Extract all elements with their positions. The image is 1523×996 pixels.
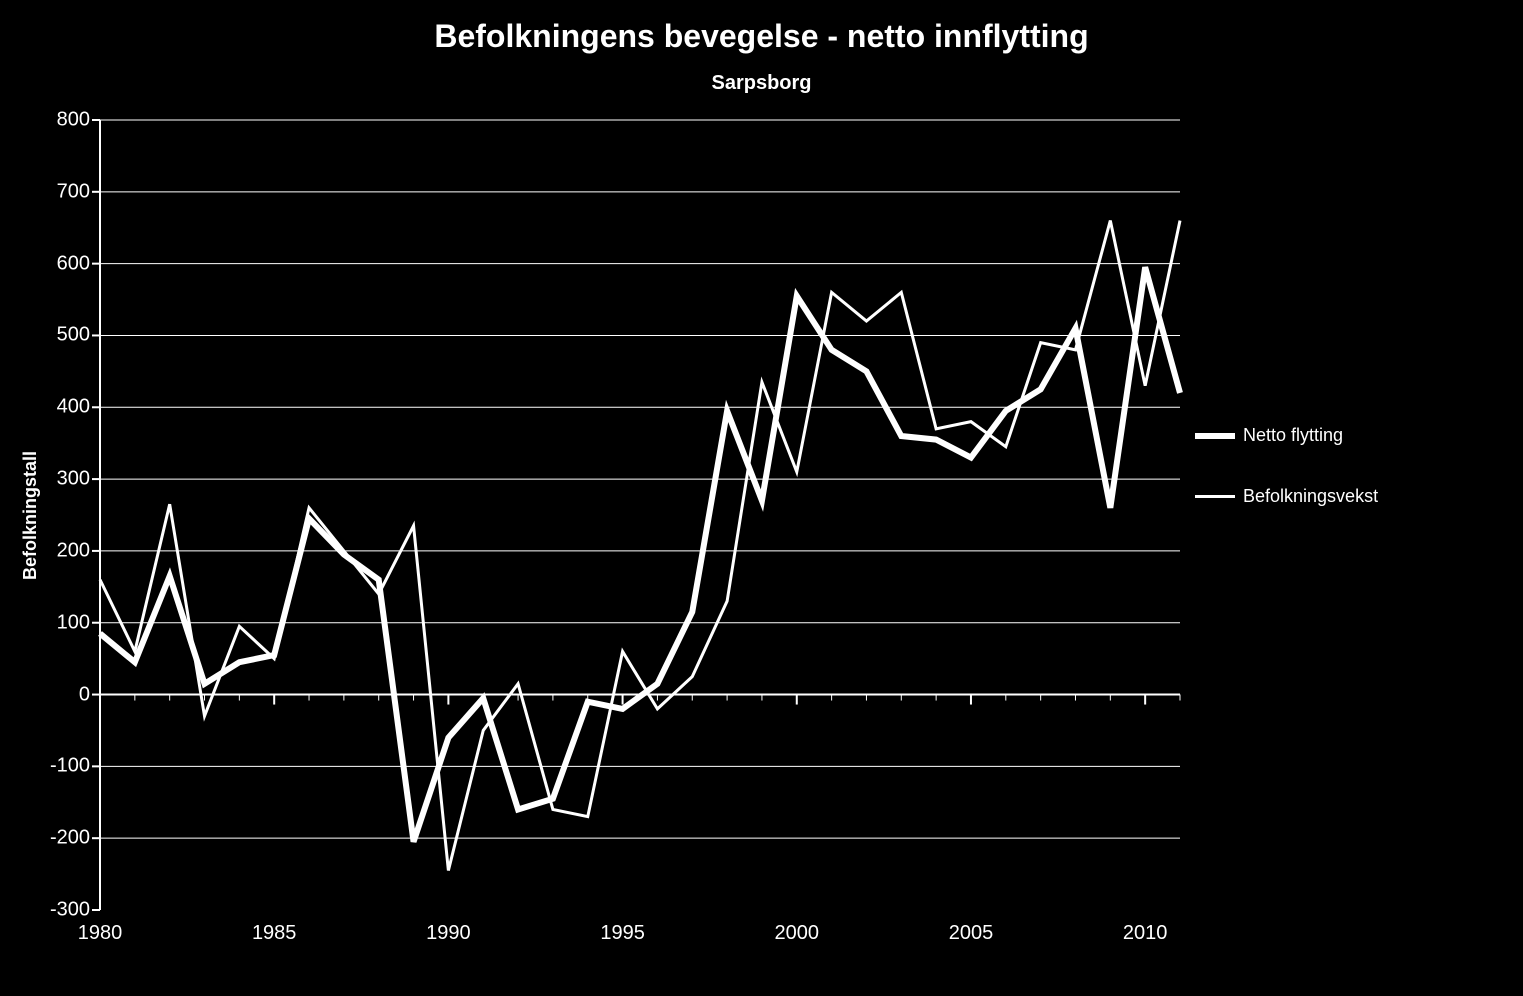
y-tick-label: -100 <box>30 755 90 778</box>
series-line <box>100 221 1180 871</box>
legend-label: Befolkningsvekst <box>1243 486 1378 507</box>
x-tick-label: 1980 <box>70 922 130 945</box>
y-tick-label: 800 <box>30 109 90 132</box>
legend-item: Netto flytting <box>1195 425 1378 446</box>
y-tick-label: -300 <box>30 899 90 922</box>
y-tick-label: 600 <box>30 252 90 275</box>
series-line <box>100 267 1180 842</box>
x-tick-label: 2000 <box>767 922 827 945</box>
y-tick-label: -200 <box>30 827 90 850</box>
x-tick-label: 2010 <box>1115 922 1175 945</box>
y-tick-label: 700 <box>30 180 90 203</box>
legend-item: Befolkningsvekst <box>1195 486 1378 507</box>
x-tick-label: 2005 <box>941 922 1001 945</box>
y-tick-label: 0 <box>30 683 90 706</box>
legend-line <box>1195 495 1235 498</box>
y-tick-label: 400 <box>30 396 90 419</box>
y-tick-label: 200 <box>30 539 90 562</box>
y-tick-label: 500 <box>30 324 90 347</box>
x-tick-label: 1985 <box>244 922 304 945</box>
legend-line <box>1195 433 1235 439</box>
y-tick-label: 100 <box>30 611 90 634</box>
legend: Netto flytting Befolkningsvekst <box>1195 425 1378 547</box>
legend-label: Netto flytting <box>1243 425 1343 446</box>
x-tick-label: 1995 <box>593 922 653 945</box>
chart-container: Befolkningens bevegelse - netto innflytt… <box>0 0 1523 996</box>
y-tick-label: 300 <box>30 468 90 491</box>
x-tick-label: 1990 <box>418 922 478 945</box>
